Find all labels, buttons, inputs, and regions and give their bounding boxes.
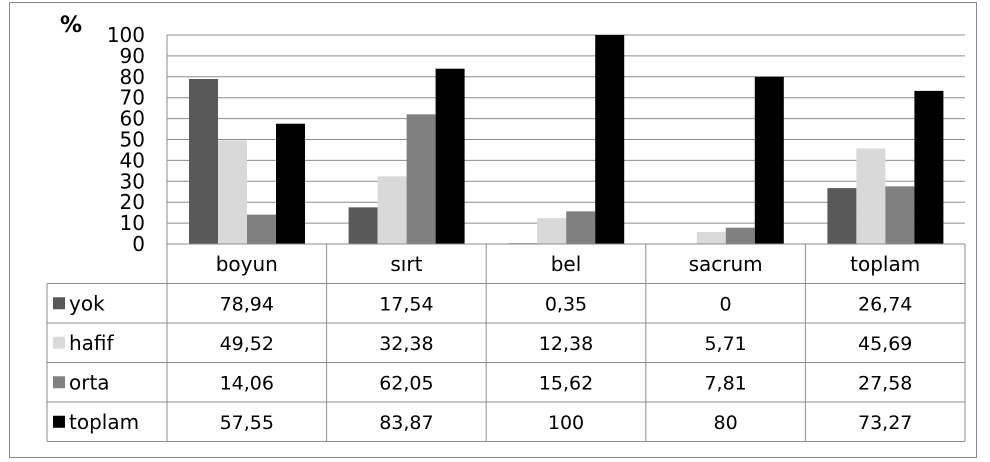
legend-label: hafif: [69, 331, 115, 355]
category-label: sırt: [390, 252, 422, 276]
bar-yok-toplam: [827, 188, 856, 244]
y-tick-label: 30: [120, 169, 145, 193]
legend-swatch-orta: [53, 376, 65, 388]
bar-orta-bel: [566, 211, 595, 244]
data-label: 0,35: [545, 293, 587, 315]
data-label: 45,69: [858, 333, 912, 355]
bar-orta-sırt: [407, 114, 436, 244]
legend-label: orta: [69, 370, 110, 394]
legend-swatch-yok: [53, 297, 65, 309]
bar-toplam-sırt: [436, 69, 465, 244]
data-label: 12,38: [539, 333, 593, 355]
y-tick-label: 100: [107, 23, 145, 47]
data-label: 83,87: [379, 412, 433, 434]
data-label: 100: [548, 412, 584, 434]
data-label: 62,05: [379, 372, 433, 394]
legend-swatch-hafif: [53, 337, 65, 349]
data-label: 14,06: [220, 372, 274, 394]
data-label: 78,94: [220, 293, 274, 315]
y-tick-label: 0: [132, 232, 145, 256]
bar-hafif-sırt: [378, 176, 407, 244]
data-label: 27,58: [858, 372, 912, 394]
legend-swatch-toplam: [53, 416, 65, 428]
legend-label: toplam: [69, 410, 139, 434]
data-label: 15,62: [539, 372, 593, 394]
bar-toplam-bel: [595, 35, 624, 244]
y-tick-label: 80: [120, 65, 145, 89]
bar-hafif-sacrum: [697, 232, 726, 244]
bar-yok-sırt: [349, 207, 378, 244]
bar-orta-sacrum: [726, 228, 755, 244]
bar-hafif-bel: [537, 218, 566, 244]
data-label: 26,74: [858, 293, 912, 315]
data-label: 17,54: [379, 293, 433, 315]
y-tick-label: 60: [120, 107, 145, 131]
data-table: boyun sırt bel sacrum toplam yok 78,94 17,54 0,3…: [47, 244, 965, 442]
bar-hafif-boyun: [218, 141, 247, 244]
y-axis-label: %: [60, 13, 82, 38]
bar-toplam-toplam: [914, 91, 943, 244]
bar-toplam-sacrum: [755, 77, 784, 244]
category-label: boyun: [216, 252, 278, 276]
y-tick-label: 10: [120, 211, 145, 235]
y-tick-label: 90: [120, 44, 145, 68]
category-label: sacrum: [689, 252, 763, 276]
bar-yok-boyun: [189, 79, 218, 244]
data-label: 57,55: [220, 412, 274, 434]
data-label: 73,27: [858, 412, 912, 434]
data-label: 0: [720, 293, 732, 315]
data-label: 49,52: [220, 333, 274, 355]
y-tick-label: 50: [120, 128, 145, 152]
y-tick-label: 70: [120, 86, 145, 110]
category-label: bel: [551, 252, 582, 276]
y-tick-label: 40: [120, 148, 145, 172]
category-label: toplam: [850, 252, 920, 276]
bar-orta-toplam: [885, 186, 914, 244]
data-label: 7,81: [704, 372, 746, 394]
data-label: 80: [714, 412, 738, 434]
data-label: 32,38: [379, 333, 433, 355]
y-tick-label: 20: [120, 190, 145, 214]
legend-label: yok: [69, 291, 105, 315]
bar-toplam-boyun: [276, 124, 305, 244]
bar-orta-boyun: [247, 215, 276, 244]
data-label: 5,71: [704, 333, 746, 355]
bar-hafif-toplam: [856, 149, 885, 244]
